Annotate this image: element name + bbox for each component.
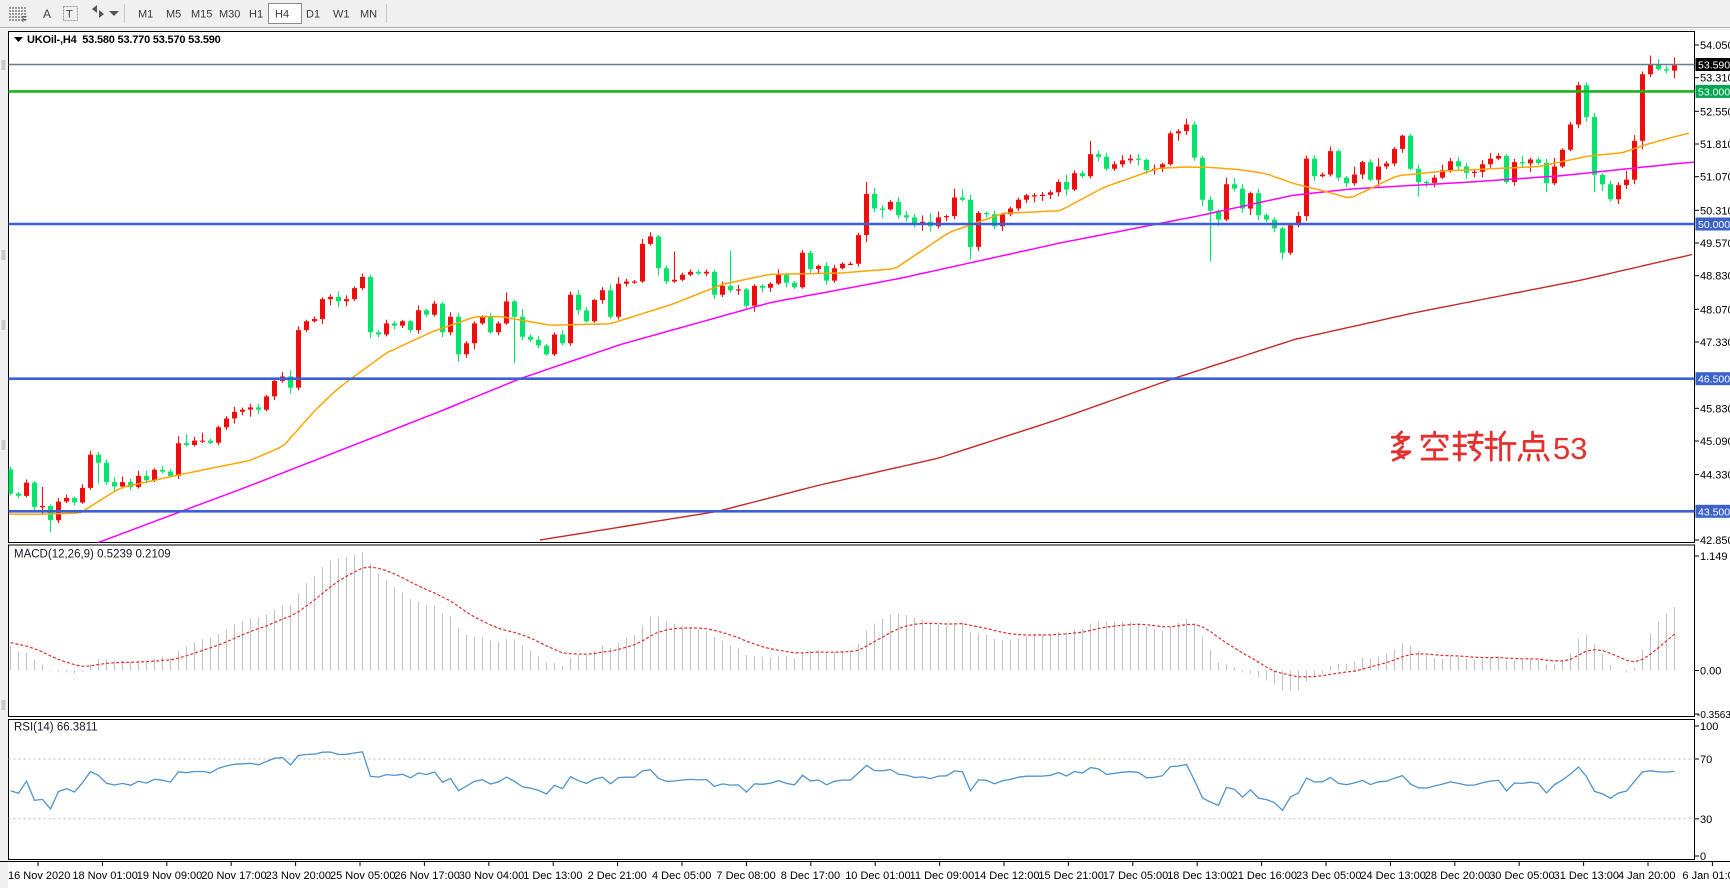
svg-text:14 Dec 12:00: 14 Dec 12:00	[974, 870, 1039, 882]
svg-text:31 Dec 13:00: 31 Dec 13:00	[1554, 870, 1619, 882]
svg-text:4 Dec 05:00: 4 Dec 05:00	[652, 870, 711, 882]
svg-text:8 Dec 17:00: 8 Dec 17:00	[781, 870, 840, 882]
svg-text:M1: M1	[138, 9, 153, 21]
svg-text:17 Dec 05:00: 17 Dec 05:00	[1103, 870, 1168, 882]
svg-text:53.590: 53.590	[1698, 60, 1730, 72]
svg-text:MACD(12,26,9) 0.5239 0.2109: MACD(12,26,9) 0.5239 0.2109	[14, 549, 171, 561]
svg-text:47.330: 47.330	[1700, 337, 1730, 349]
svg-text:0.00: 0.00	[1700, 666, 1721, 678]
svg-text:48.070: 48.070	[1700, 304, 1730, 316]
svg-text:43.500: 43.500	[1698, 506, 1730, 518]
svg-text:23 Nov 20:00: 23 Nov 20:00	[266, 870, 331, 882]
svg-text:53.000: 53.000	[1698, 86, 1730, 98]
svg-text:UKOil-,H4 53.580 53.770 53.57: UKOil-,H4 53.580 53.770 53.570 53.590	[27, 34, 221, 46]
svg-text:21 Dec 16:00: 21 Dec 16:00	[1232, 870, 1297, 882]
svg-text:70: 70	[1700, 754, 1712, 766]
svg-text:18 Nov 01:00: 18 Nov 01:00	[72, 870, 137, 882]
svg-text:42.850: 42.850	[1700, 535, 1730, 547]
svg-text:2 Dec 21:00: 2 Dec 21:00	[588, 870, 647, 882]
svg-text:15 Dec 21:00: 15 Dec 21:00	[1038, 870, 1103, 882]
svg-text:30: 30	[1700, 814, 1712, 826]
svg-text:H1: H1	[249, 9, 263, 21]
svg-text:45.090: 45.090	[1700, 436, 1730, 448]
svg-text:M5: M5	[166, 9, 181, 21]
svg-text:51.070: 51.070	[1700, 172, 1730, 184]
svg-text:10 Dec 01:00: 10 Dec 01:00	[845, 870, 910, 882]
svg-text:7 Dec 08:00: 7 Dec 08:00	[716, 870, 775, 882]
svg-text:23 Dec 05:00: 23 Dec 05:00	[1296, 870, 1361, 882]
svg-text:44.330: 44.330	[1700, 470, 1730, 482]
svg-text:26 Nov 17:00: 26 Nov 17:00	[394, 870, 459, 882]
svg-text:52.550: 52.550	[1700, 106, 1730, 118]
svg-text:M15: M15	[191, 9, 212, 21]
svg-text:0: 0	[1700, 851, 1706, 863]
svg-text:20 Nov 17:00: 20 Nov 17:00	[201, 870, 266, 882]
svg-text:51.810: 51.810	[1700, 139, 1730, 151]
svg-text:-0.3563: -0.3563	[1697, 710, 1730, 721]
svg-text:50.000: 50.000	[1698, 219, 1730, 231]
svg-text:MN: MN	[360, 9, 377, 21]
svg-text:1 Dec 13:00: 1 Dec 13:00	[523, 870, 582, 882]
svg-text:48.830: 48.830	[1700, 271, 1730, 283]
svg-text:W1: W1	[333, 9, 350, 21]
svg-text:F: F	[22, 15, 27, 24]
svg-text:54.050: 54.050	[1700, 40, 1730, 52]
svg-text:4 Jan 20:00: 4 Jan 20:00	[1618, 870, 1676, 882]
svg-text:18 Dec 13:00: 18 Dec 13:00	[1167, 870, 1232, 882]
svg-text:RSI(14) 66.3811: RSI(14) 66.3811	[14, 722, 98, 734]
svg-text:H4: H4	[275, 9, 289, 21]
svg-text:D1: D1	[306, 9, 320, 21]
svg-text:16 Nov 2020: 16 Nov 2020	[8, 870, 70, 882]
svg-text:11 Dec 09:00: 11 Dec 09:00	[910, 870, 975, 882]
svg-text:19 Nov 09:00: 19 Nov 09:00	[137, 870, 202, 882]
svg-text:1.149: 1.149	[1700, 551, 1728, 563]
svg-text:T: T	[66, 9, 73, 21]
svg-text:30 Nov 04:00: 30 Nov 04:00	[459, 870, 524, 882]
svg-text:M30: M30	[219, 9, 240, 21]
svg-text:30 Dec 05:00: 30 Dec 05:00	[1489, 870, 1554, 882]
svg-text:46.500: 46.500	[1698, 374, 1730, 386]
svg-text:45.830: 45.830	[1700, 403, 1730, 415]
svg-text:25 Nov 05:00: 25 Nov 05:00	[330, 870, 395, 882]
svg-text:6 Jan 01:00: 6 Jan 01:00	[1682, 870, 1730, 882]
svg-text:28 Dec 20:00: 28 Dec 20:00	[1425, 870, 1490, 882]
svg-text:53: 53	[1553, 431, 1587, 466]
svg-text:53.310: 53.310	[1700, 73, 1730, 85]
svg-text:24 Dec 13:00: 24 Dec 13:00	[1360, 870, 1425, 882]
svg-text:49.570: 49.570	[1700, 238, 1730, 250]
svg-text:100: 100	[1700, 721, 1718, 733]
svg-text:50.310: 50.310	[1700, 205, 1730, 217]
svg-text:A: A	[43, 7, 51, 21]
